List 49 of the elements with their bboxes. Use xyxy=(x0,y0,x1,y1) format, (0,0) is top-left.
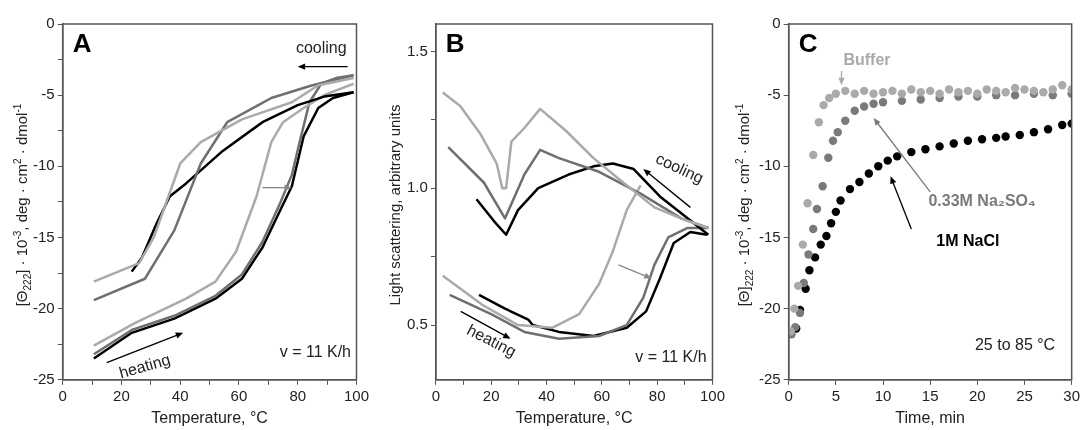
chart-title: C xyxy=(798,28,818,59)
y-tick-label: -5 xyxy=(767,85,781,103)
x-axis-title: Temperature, °C xyxy=(151,408,268,426)
x-tick-label: 80 xyxy=(289,386,307,404)
x-tick-label: 80 xyxy=(648,386,666,404)
annotation: heating xyxy=(117,350,173,382)
x-tick-label: 0 xyxy=(784,386,793,404)
y-tick-label: -20 xyxy=(758,298,781,316)
text: 1M NaCl xyxy=(936,232,1000,250)
x-tick-label: 30 xyxy=(1063,386,1080,404)
y-tick-label: 0.5 xyxy=(406,315,428,333)
x-tick-label: 100 xyxy=(343,386,369,404)
chart-title: B xyxy=(445,28,465,59)
y-tick-label: -5 xyxy=(41,85,55,103)
text: 0.33M Na₂SO₄ xyxy=(928,192,1036,210)
y-axis-title: Light scattering, arbitrary units xyxy=(385,103,403,308)
y-tick-label: 0 xyxy=(772,14,781,32)
x-tick-label: 5 xyxy=(831,386,841,404)
y-tick-label: -20 xyxy=(32,298,55,316)
y-tick-label: -25 xyxy=(32,369,55,387)
annotation: v = 11 K/h xyxy=(279,343,352,361)
x-axis-title: Time, min xyxy=(895,408,965,426)
y-tick-label: -15 xyxy=(32,227,55,245)
y-tick-label: -25 xyxy=(758,369,781,387)
annotation: v = 11 K/h xyxy=(635,348,707,366)
y-tick-label: 0 xyxy=(46,14,55,32)
series-label: Buffer xyxy=(843,51,891,69)
x-tick-label: 20 xyxy=(113,386,130,404)
y-tick-label: 1.5 xyxy=(406,41,428,59)
x-tick-label: 60 xyxy=(593,386,611,404)
x-tick-label: 20 xyxy=(968,386,986,404)
x-axis-title: Temperature, °C xyxy=(515,408,633,426)
x-tick-label: 0 xyxy=(58,386,67,404)
annotation: 25 to 85 °C xyxy=(974,336,1056,354)
x-tick-label: 25 xyxy=(1016,386,1033,404)
x-tick-label: 0 xyxy=(431,386,441,404)
x-tick-label: 100 xyxy=(699,386,725,404)
x-tick-label: 60 xyxy=(230,386,248,404)
x-tick-label: 15 xyxy=(921,386,939,404)
annotation: cooling xyxy=(295,38,347,56)
y-tick-label: -15 xyxy=(758,227,781,245)
y-tick-label: 1.0 xyxy=(406,178,428,196)
x-tick-label: 20 xyxy=(482,386,500,404)
x-tick-label: 10 xyxy=(874,386,892,404)
y-tick-label: -10 xyxy=(758,156,781,174)
x-tick-label: 40 xyxy=(171,386,189,404)
y-tick-label: -10 xyxy=(32,156,55,174)
x-tick-label: 40 xyxy=(538,386,555,404)
chart-title: A xyxy=(72,28,92,59)
